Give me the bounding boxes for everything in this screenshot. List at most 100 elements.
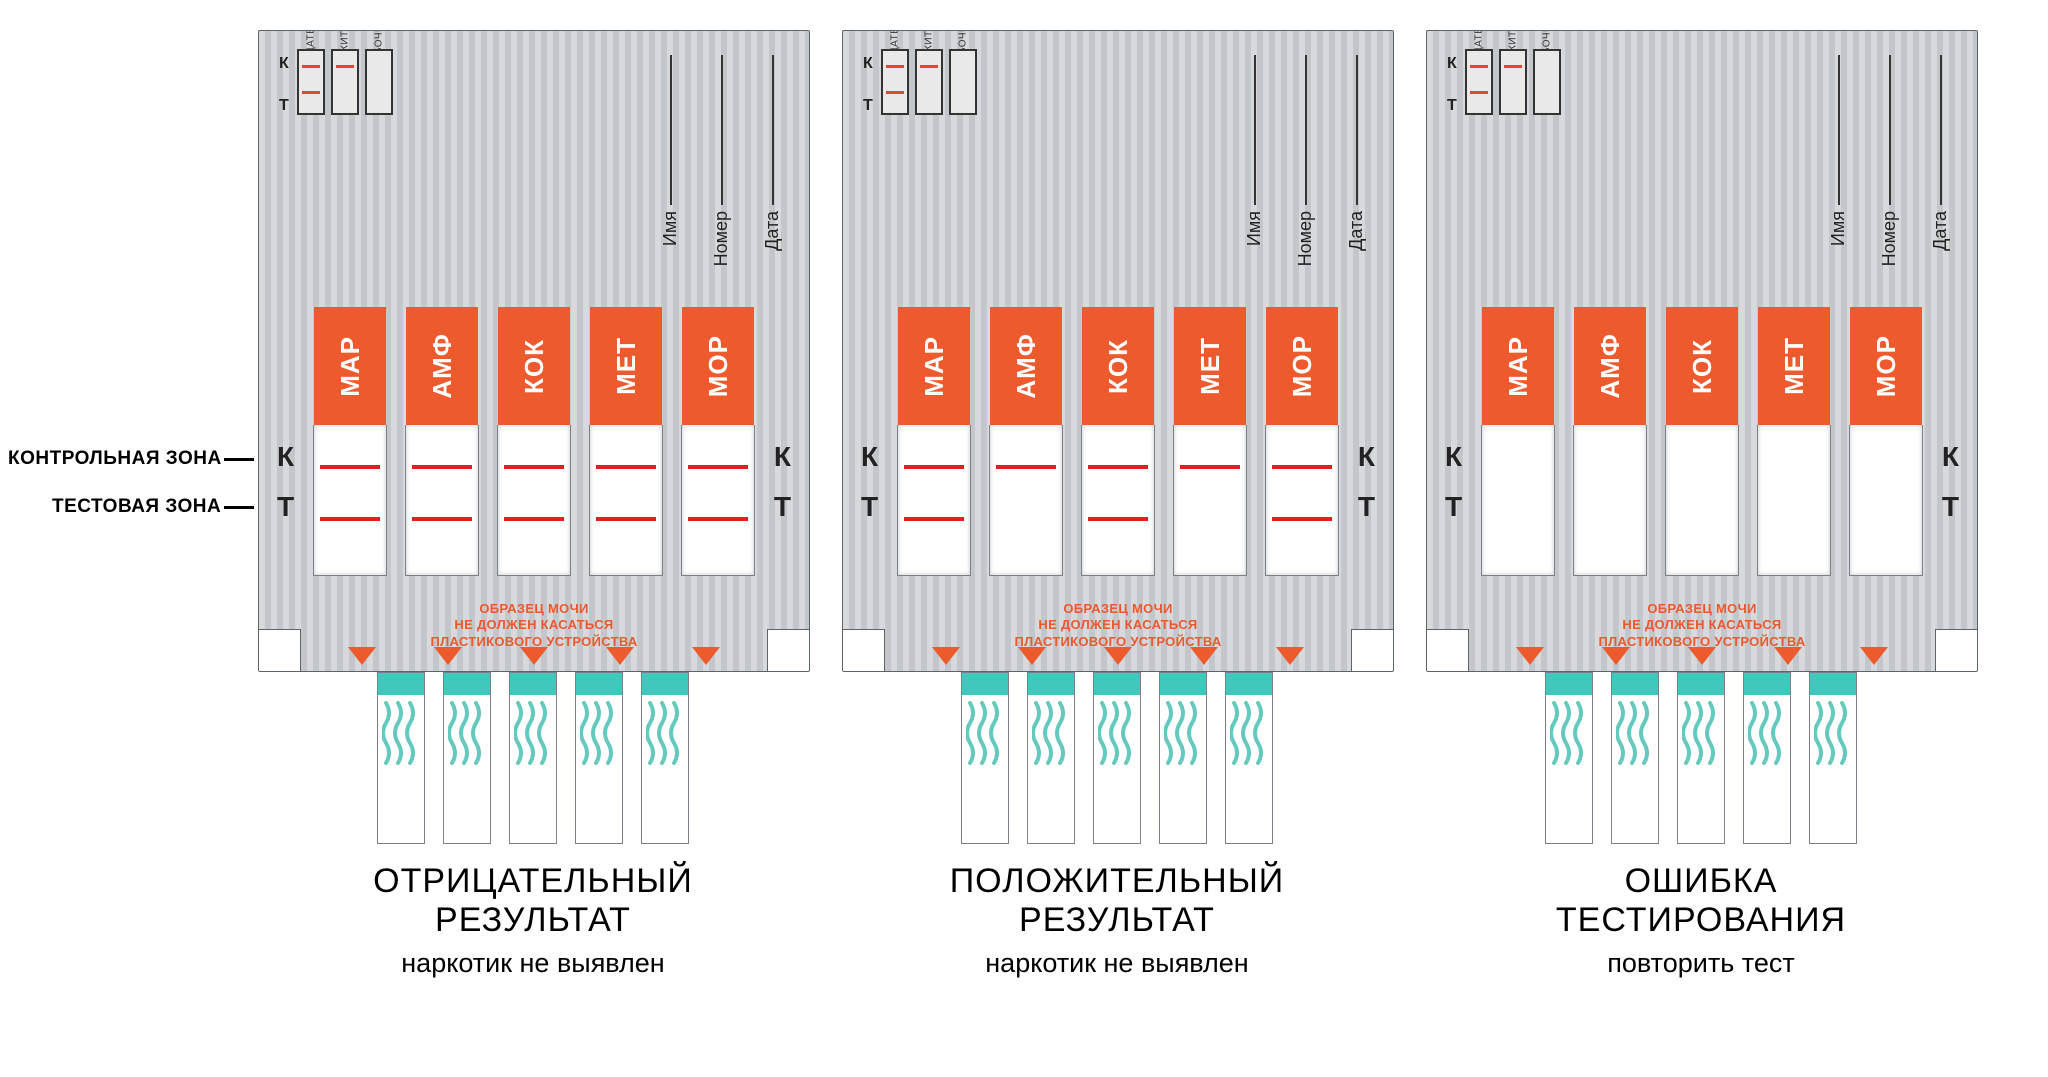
arrow-row bbox=[843, 647, 1393, 665]
drug-chip: АМФ bbox=[406, 307, 478, 425]
dip-strip bbox=[1027, 672, 1075, 844]
stage: КОНТРОЛЬНАЯ ЗОНА ТЕСТОВАЯ ЗОНА КТ (-) ОТ… bbox=[0, 0, 2048, 1077]
field-label: Имя bbox=[1828, 211, 1849, 246]
control-zone-label: КОНТРОЛЬНАЯ ЗОНА bbox=[8, 448, 222, 470]
drug-chip: МОР bbox=[682, 307, 754, 425]
arrow-down-icon bbox=[1516, 647, 1544, 665]
arrow-down-icon bbox=[1688, 647, 1716, 665]
result-window bbox=[405, 425, 479, 576]
dip-strip bbox=[575, 672, 623, 844]
arrow-down-icon bbox=[1774, 647, 1802, 665]
test-lane: КОК bbox=[1665, 307, 1739, 576]
result-window bbox=[1481, 425, 1555, 576]
drug-chip: КОК bbox=[1666, 307, 1738, 425]
panel-positive: КТ (-) ОТРИЦАТЕЛЬНЫЙ (+) ПОЛОЖИТЕЛЬНЫЙ О… bbox=[842, 30, 1392, 979]
drug-chip: МАР bbox=[898, 307, 970, 425]
t-marker-left: Т bbox=[861, 491, 878, 523]
test-zone-tick bbox=[224, 506, 254, 509]
dip-strip bbox=[443, 672, 491, 844]
dip-strip bbox=[961, 672, 1009, 844]
arrow-down-icon bbox=[1860, 647, 1888, 665]
arrow-row bbox=[1427, 647, 1977, 665]
k-marker-left: К bbox=[1445, 441, 1462, 473]
panel-subtitle: повторить тест bbox=[1556, 948, 1846, 979]
field-label: Имя bbox=[660, 211, 681, 246]
mini-box bbox=[949, 49, 977, 115]
dip-strip bbox=[1743, 672, 1791, 844]
write-in-fields: Имя Номер Дата bbox=[1828, 55, 1951, 266]
legend-mini: КТ (-) ОТРИЦАТЕЛЬНЫЙ (+) ПОЛОЖИТЕЛЬНЫЙ О… bbox=[279, 49, 393, 115]
result-window bbox=[1081, 425, 1155, 576]
legend-mini: КТ (-) ОТРИЦАТЕЛЬНЫЙ (+) ПОЛОЖИТЕЛЬНЫЙ О… bbox=[863, 49, 977, 115]
test-lane: АМФ bbox=[1573, 307, 1647, 576]
result-window bbox=[497, 425, 571, 576]
field-label: Дата bbox=[1346, 211, 1367, 251]
mini-box bbox=[1533, 49, 1561, 115]
field: Имя bbox=[1244, 55, 1265, 266]
drug-chip: КОК bbox=[498, 307, 570, 425]
control-zone-tick bbox=[224, 458, 254, 461]
result-window bbox=[1173, 425, 1247, 576]
dip-strips bbox=[1545, 672, 1857, 844]
dip-strip bbox=[1093, 672, 1141, 844]
panels-row: КТ (-) ОТРИЦАТЕЛЬНЫЙ (+) ПОЛОЖИТЕЛЬНЫЙ О… bbox=[258, 30, 1976, 979]
mini-box bbox=[881, 49, 909, 115]
drug-chip: МАР bbox=[314, 307, 386, 425]
dip-strip bbox=[377, 672, 425, 844]
panel-subtitle: наркотик не выявлен bbox=[950, 948, 1285, 979]
mini-box bbox=[1465, 49, 1493, 115]
t-marker-left: Т bbox=[277, 491, 294, 523]
strip-row: МАР АМФ КОК МЕТ МОР bbox=[1427, 307, 1977, 576]
arrow-down-icon bbox=[1602, 647, 1630, 665]
test-lane: МАР bbox=[313, 307, 387, 576]
test-lane: КОК bbox=[497, 307, 571, 576]
t-marker-right: Т bbox=[1358, 491, 1375, 523]
result-window bbox=[897, 425, 971, 576]
drug-chip: МАР bbox=[1482, 307, 1554, 425]
dip-strip bbox=[641, 672, 689, 844]
mini-box bbox=[297, 49, 325, 115]
warning-text: ОБРАЗЕЦ МОЧИНЕ ДОЛЖЕН КАСАТЬСЯПЛАСТИКОВО… bbox=[259, 601, 809, 650]
test-lane: МЕТ bbox=[1757, 307, 1831, 576]
test-device: КТ (-) ОТРИЦАТЕЛЬНЫЙ (+) ПОЛОЖИТЕЛЬНЫЙ О… bbox=[1426, 30, 1978, 672]
k-marker-right: К bbox=[1942, 441, 1959, 473]
panel-title: ОШИБКАТЕСТИРОВАНИЯ bbox=[1556, 862, 1846, 940]
result-window bbox=[681, 425, 755, 576]
arrow-down-icon bbox=[692, 647, 720, 665]
test-lane: МЕТ bbox=[589, 307, 663, 576]
field-label: Дата bbox=[1930, 211, 1951, 251]
arrow-down-icon bbox=[932, 647, 960, 665]
field: Имя bbox=[1828, 55, 1849, 266]
panel-error: КТ (-) ОТРИЦАТЕЛЬНЫЙ (+) ПОЛОЖИТЕЛЬНЫЙ О… bbox=[1426, 30, 1976, 979]
field: Номер bbox=[711, 55, 732, 266]
arrow-down-icon bbox=[1190, 647, 1218, 665]
result-window bbox=[1665, 425, 1739, 576]
test-lane: МЕТ bbox=[1173, 307, 1247, 576]
field-label: Дата bbox=[762, 211, 783, 251]
field-label: Номер bbox=[1295, 211, 1316, 266]
panel-caption: ОТРИЦАТЕЛЬНЫЙРЕЗУЛЬТАТ наркотик не выявл… bbox=[373, 862, 693, 979]
k-marker-left: К bbox=[277, 441, 294, 473]
field: Номер bbox=[1879, 55, 1900, 266]
drug-chip: МОР bbox=[1850, 307, 1922, 425]
result-window bbox=[1849, 425, 1923, 576]
test-lane: МАР bbox=[1481, 307, 1555, 576]
arrow-down-icon bbox=[1276, 647, 1304, 665]
drug-chip: МЕТ bbox=[1758, 307, 1830, 425]
dip-strip bbox=[1611, 672, 1659, 844]
arrow-down-icon bbox=[606, 647, 634, 665]
dip-strip bbox=[509, 672, 557, 844]
arrow-down-icon bbox=[434, 647, 462, 665]
field: Номер bbox=[1295, 55, 1316, 266]
panel-caption: ПОЛОЖИТЕЛЬНЫЙРЕЗУЛЬТАТ наркотик не выявл… bbox=[950, 862, 1285, 979]
arrow-down-icon bbox=[520, 647, 548, 665]
dip-strip bbox=[1545, 672, 1593, 844]
warning-text: ОБРАЗЕЦ МОЧИНЕ ДОЛЖЕН КАСАТЬСЯПЛАСТИКОВО… bbox=[843, 601, 1393, 650]
mini-box bbox=[915, 49, 943, 115]
test-lane: МОР bbox=[681, 307, 755, 576]
panel-negative: КТ (-) ОТРИЦАТЕЛЬНЫЙ (+) ПОЛОЖИТЕЛЬНЫЙ О… bbox=[258, 30, 808, 979]
test-lane: МОР bbox=[1265, 307, 1339, 576]
test-lane: МОР bbox=[1849, 307, 1923, 576]
result-window bbox=[313, 425, 387, 576]
dip-strips bbox=[961, 672, 1273, 844]
